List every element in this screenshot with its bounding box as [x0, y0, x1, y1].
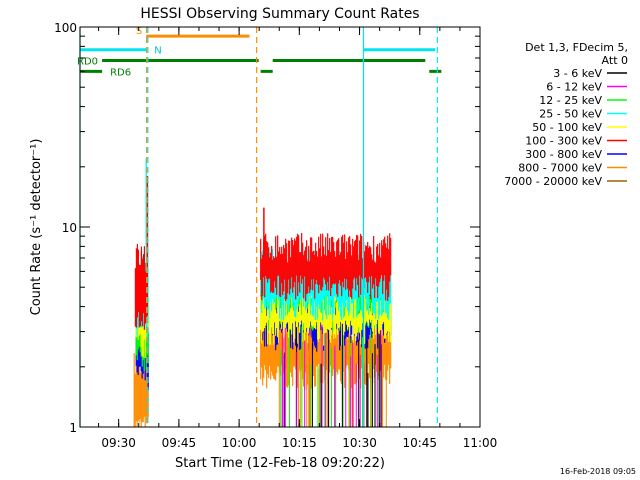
- legend-entry-label-0: 3 - 6 keV: [553, 67, 602, 80]
- legend-entry-label-3: 25 - 50 keV: [539, 108, 602, 121]
- flags-layer: S N RD0 RD6: [77, 26, 442, 78]
- y-tick-label-1: 10: [62, 221, 77, 235]
- x-tick-label-3: 10:15: [282, 436, 317, 450]
- y-tick-label-2: 100: [54, 21, 77, 35]
- legend-entry-label-8: 7000 - 20000 keV: [504, 175, 602, 188]
- legend-entry-label-1: 6 - 12 keV: [546, 81, 602, 94]
- flag-label-3: RD6: [110, 67, 131, 78]
- low-channel-dips: [278, 323, 387, 427]
- flag-label-0: S: [136, 26, 142, 37]
- x-tick-label-6: 11:00: [463, 436, 498, 450]
- x-tick-label-2: 10:00: [222, 436, 257, 450]
- series-bands-layer: [133, 158, 392, 427]
- y-tick-label-0: 1: [69, 421, 77, 435]
- series-band-5-1: [260, 233, 392, 302]
- legend-entry-label-6: 300 - 800 keV: [525, 148, 602, 161]
- axis-ticks-layer: 09:30 09:45 10:00 10:15 10:30 10:45 11:00 1 10 10…: [54, 21, 497, 450]
- x-tick-label-4: 10:30: [342, 436, 377, 450]
- legend-header-line-1: Det 1,3, FDecim 5,: [525, 41, 628, 54]
- y-axis-label: Count Rate (s⁻¹ detector⁻¹): [29, 139, 44, 316]
- x-axis-label: Start Time (12-Feb-18 09:20:22): [175, 456, 385, 471]
- x-tick-label-0: 09:30: [101, 436, 136, 450]
- chart-title: HESSI Observing Summary Count Rates: [140, 6, 419, 22]
- legend-entry-label-2: 12 - 25 keV: [539, 94, 602, 107]
- flag-label-2: RD0: [77, 56, 98, 67]
- x-tick-label-1: 09:45: [162, 436, 197, 450]
- legend-entry-label-4: 50 - 100 keV: [532, 121, 602, 134]
- legend-entry-label-5: 100 - 300 keV: [525, 135, 602, 148]
- footer-timestamp: 16-Feb-2018 09:05: [560, 467, 636, 476]
- x-tick-label-5: 10:45: [402, 436, 437, 450]
- legend-entry-label-7: 800 - 7000 keV: [518, 162, 602, 175]
- legend-header-line-2: Att 0: [602, 54, 628, 67]
- series-band-5-0: [134, 243, 149, 330]
- flag-label-1: N: [154, 46, 161, 57]
